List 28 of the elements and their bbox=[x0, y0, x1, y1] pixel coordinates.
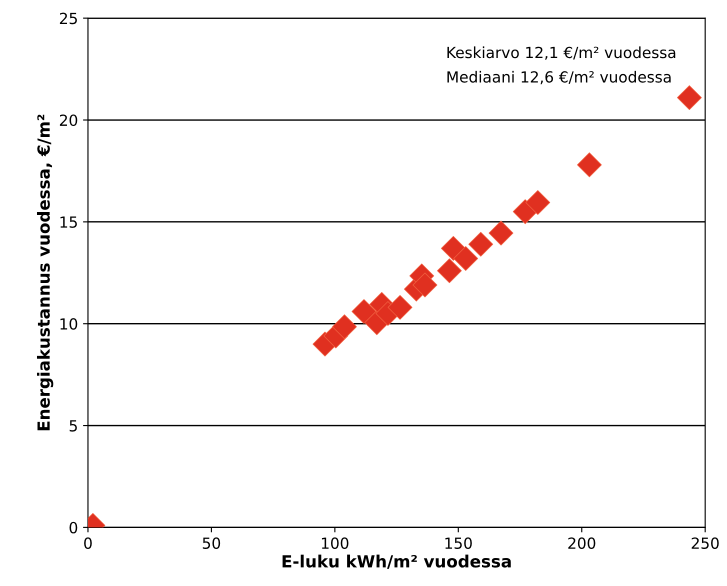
point bbox=[453, 246, 478, 271]
x-tick-label: 150 bbox=[445, 537, 472, 549]
x-tick-label: 0 bbox=[84, 537, 92, 549]
y-tick-label: 15 bbox=[60, 216, 77, 228]
point bbox=[437, 258, 462, 284]
point bbox=[525, 190, 550, 215]
point bbox=[412, 272, 438, 298]
point bbox=[332, 314, 357, 340]
point bbox=[677, 85, 702, 110]
y-tick-label: 25 bbox=[60, 12, 77, 24]
x-tick-label: 200 bbox=[568, 537, 596, 549]
x-axis-title: E-luku kWh/m² vuodessa bbox=[282, 554, 511, 569]
point bbox=[488, 220, 514, 246]
x-tick-label: 250 bbox=[692, 537, 719, 549]
annotation: Keskiarvo 12,1 €/m² vuodessa bbox=[447, 46, 676, 60]
point bbox=[440, 236, 466, 261]
y-tick-label: 5 bbox=[70, 420, 77, 432]
y-tick-label: 0 bbox=[70, 522, 78, 534]
y-tick-label: 20 bbox=[60, 114, 78, 126]
y-axis-title: Energiakustannus vuodessa, €/m² bbox=[36, 114, 54, 430]
x-tick-label: 100 bbox=[322, 537, 348, 549]
point bbox=[468, 232, 494, 257]
y-tick-label: 10 bbox=[60, 318, 78, 330]
x-tick-label: 50 bbox=[202, 537, 220, 549]
point bbox=[577, 152, 602, 178]
point bbox=[388, 295, 412, 320]
point bbox=[352, 299, 376, 324]
annotation: Mediaani 12,6 €/m² vuodessa bbox=[447, 70, 671, 84]
